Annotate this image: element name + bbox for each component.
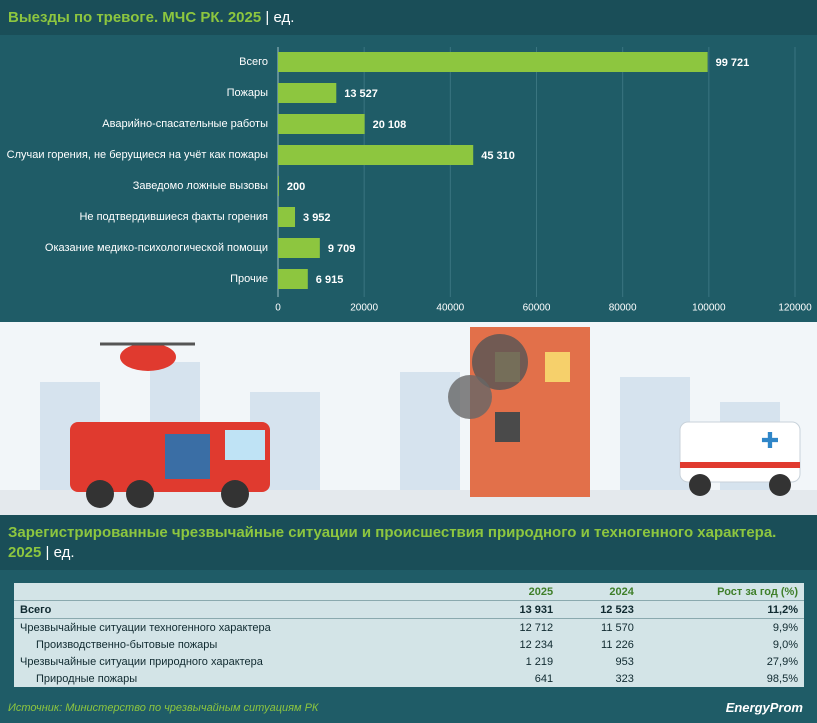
value-label: 20 108 — [373, 119, 407, 131]
value-label: 3 952 — [303, 212, 331, 224]
bar — [278, 114, 365, 134]
bar — [278, 145, 474, 165]
cell: 12 712 — [519, 621, 554, 634]
y-tick-label: Оказание медико-психологической помощи — [45, 242, 268, 254]
col-header: 2024 — [559, 583, 640, 601]
cell: 12 523 — [559, 600, 640, 619]
value-label: 99 721 — [716, 57, 750, 69]
cell: 98,5% — [766, 672, 798, 685]
x-tick-label: 60000 — [523, 303, 551, 314]
cell: Чрезвычайные ситуации природного характе… — [20, 655, 263, 668]
cell: 27,9% — [766, 655, 798, 668]
cell: Производственно-бытовые пожары — [36, 638, 218, 651]
chart-header: Выезды по тревоге. МЧС РК. 2025 | ед. — [0, 0, 817, 35]
col-header: Рост за год (%) — [639, 583, 804, 601]
value-label: 13 527 — [344, 88, 378, 100]
value-label: 200 — [287, 181, 305, 193]
x-tick-label: 100000 — [692, 303, 726, 314]
cell: 9,9% — [772, 621, 798, 634]
unit: | ед. — [45, 544, 75, 561]
y-tick-label: Случаи горения, не берущиеся на учёт как… — [7, 149, 268, 161]
value-label: 6 915 — [316, 274, 344, 286]
cell: 11 226 — [601, 638, 634, 651]
cell: 11 570 — [601, 621, 634, 634]
x-tick-label: 120000 — [778, 303, 812, 314]
cell: 953 — [615, 655, 634, 668]
value-label: 45 310 — [481, 150, 515, 162]
section-header: Зарегистрированные чрезвычайные ситуации… — [0, 515, 817, 570]
cell: Чрезвычайные ситуации техногенного харак… — [20, 621, 271, 634]
x-tick-label: 80000 — [609, 303, 637, 314]
svg-text:✚: ✚ — [761, 428, 779, 453]
chart-title: Выезды по тревоге. МЧС РК. 2025 — [8, 9, 262, 26]
x-tick-label: 20000 — [350, 303, 378, 314]
bar — [278, 176, 279, 196]
bar — [278, 269, 308, 289]
cell: 9,0% — [772, 638, 798, 651]
y-tick-label: Пожары — [227, 87, 268, 99]
cell: 641 — [534, 672, 554, 685]
bar — [278, 52, 708, 72]
unit: | ед. — [265, 9, 295, 26]
col-header: 2025 — [478, 583, 560, 601]
y-tick-label: Аварийно-спасательные работы — [102, 118, 268, 130]
cell: Всего — [14, 600, 479, 619]
table: 2025 2024 Рост за год (%) Всего 13 931 12 52… — [14, 583, 804, 687]
cell: 12 234 — [519, 638, 554, 651]
y-tick-label: Заведомо ложные вызовы — [133, 180, 268, 192]
value-label: 9 709 — [328, 243, 356, 255]
cell: 11,2% — [639, 600, 804, 619]
source: Источник: Министерство по чрезвычайным с… — [8, 702, 319, 714]
y-tick-label: Прочие — [230, 273, 268, 285]
cell: 13 931 — [478, 600, 560, 619]
chart: 0 20000 40000 60000 80000 100000 120000 Всего 99… — [7, 47, 812, 314]
cell: Природные пожары — [36, 672, 138, 685]
y-tick-label: Не подтвердившиеся факты горения — [79, 211, 268, 223]
bar — [278, 207, 296, 227]
section-title: Зарегистрированные чрезвычайные ситуации… — [8, 524, 777, 561]
logo: EnergyProm — [725, 700, 803, 715]
x-tick-label: 0 — [275, 303, 281, 314]
illustration: ✚ — [0, 322, 817, 515]
bar — [278, 238, 320, 258]
cell: 323 — [615, 672, 634, 685]
bar — [278, 83, 337, 103]
cell: 1 219 — [525, 655, 554, 668]
x-tick-label: 40000 — [436, 303, 464, 314]
y-tick-label: Всего — [239, 56, 268, 68]
